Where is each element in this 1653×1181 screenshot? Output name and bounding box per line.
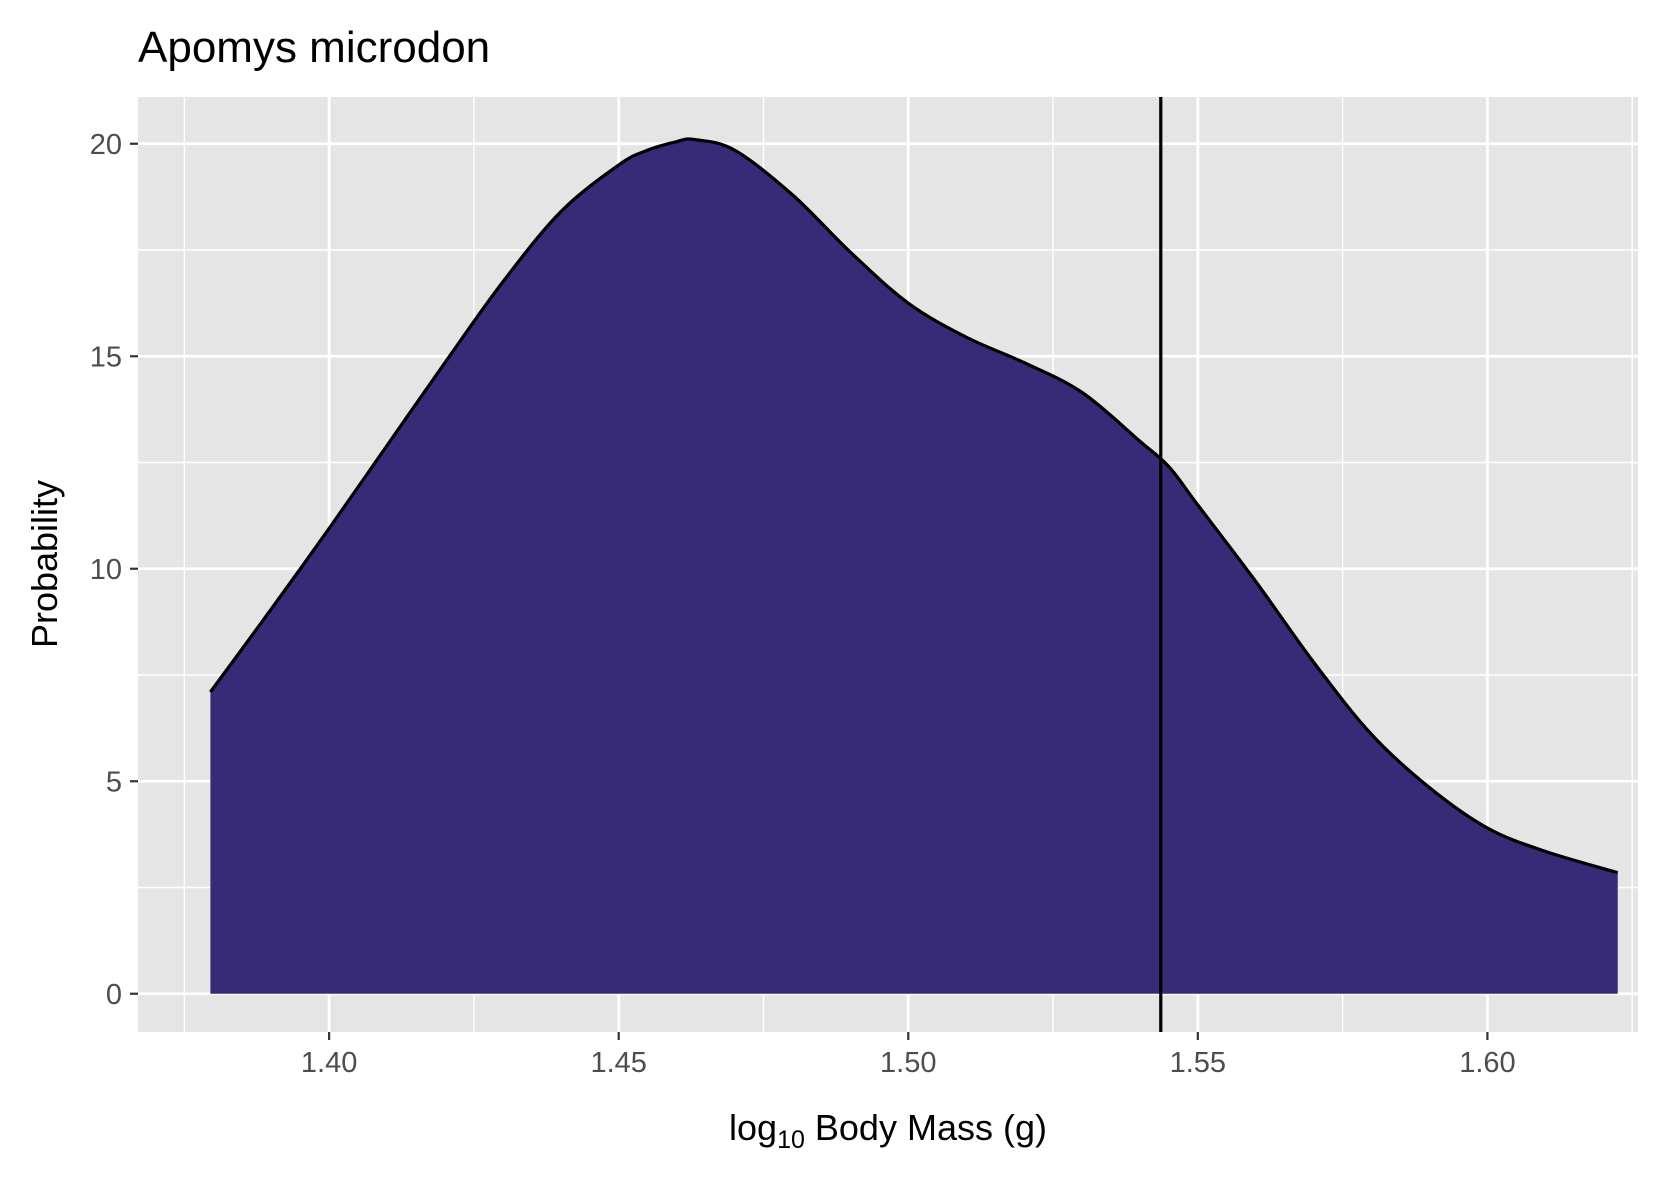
x-tick-label: 1.40 bbox=[301, 1047, 357, 1079]
x-tick-label: 1.50 bbox=[880, 1047, 936, 1079]
density-series bbox=[209, 137, 1619, 994]
x-axis-title-suffix: Body Mass (g) bbox=[805, 1107, 1047, 1148]
y-axis-title: Probability bbox=[24, 480, 65, 648]
y-tick-label: 10 bbox=[90, 554, 122, 586]
x-axis-title: log10 Body Mass (g) bbox=[729, 1107, 1047, 1154]
y-tick-label: 20 bbox=[90, 129, 122, 161]
density-curve bbox=[209, 137, 1619, 875]
x-tick-label: 1.60 bbox=[1459, 1047, 1515, 1079]
x-axis: 1.40 1.45 1.50 1.55 1.60 bbox=[301, 1032, 1516, 1079]
x-tick-label: 1.55 bbox=[1170, 1047, 1226, 1079]
y-tick-label: 5 bbox=[106, 766, 122, 798]
x-axis-title-subscript: 10 bbox=[777, 1126, 805, 1154]
x-axis-title-prefix: log bbox=[729, 1107, 777, 1148]
y-axis: 0 5 10 15 20 bbox=[90, 129, 138, 1011]
x-tick-label: 1.45 bbox=[590, 1047, 646, 1079]
y-tick-label: 0 bbox=[106, 979, 122, 1011]
chart-title: Apomys microdon bbox=[138, 23, 490, 72]
y-tick-label: 15 bbox=[90, 341, 122, 373]
density-area bbox=[210, 138, 1618, 994]
